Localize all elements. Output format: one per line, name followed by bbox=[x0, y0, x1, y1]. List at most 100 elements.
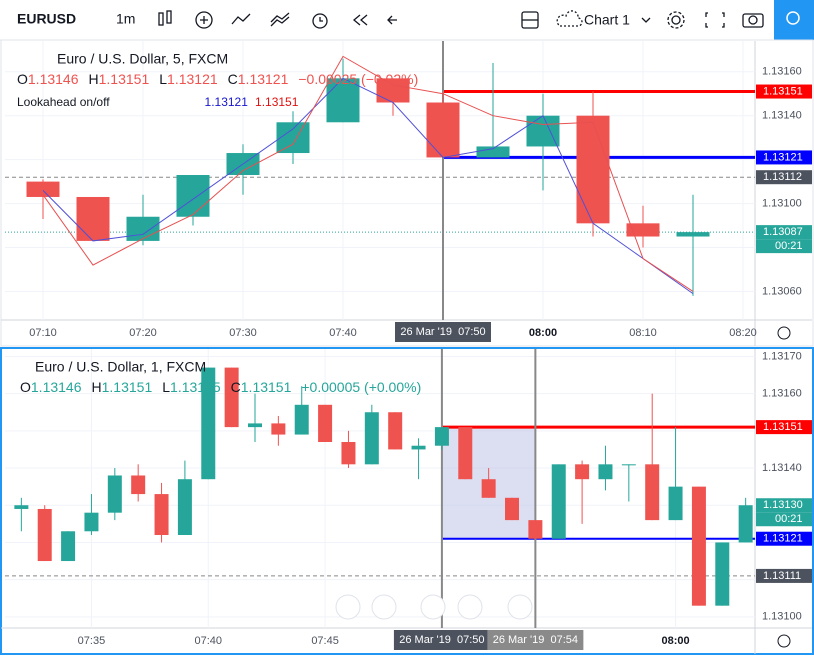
ohlc-value: 1.13121 bbox=[238, 71, 289, 87]
nav-button[interactable] bbox=[457, 594, 483, 620]
time-badge bbox=[393, 630, 490, 650]
indicator-line bbox=[42, 77, 694, 295]
x-tick-label: 07:40 bbox=[329, 327, 357, 339]
indicator-name: Lookahead on/off bbox=[17, 95, 110, 109]
candle-body bbox=[271, 423, 286, 435]
candle-body bbox=[575, 464, 590, 480]
candle-body bbox=[715, 542, 730, 606]
ohlc-key: H bbox=[92, 379, 102, 395]
nav-button[interactable] bbox=[335, 594, 361, 620]
candle-body bbox=[668, 486, 683, 521]
candle-body bbox=[76, 196, 110, 241]
candle-body bbox=[426, 102, 460, 158]
candle-body bbox=[326, 78, 360, 123]
candle-body bbox=[201, 367, 216, 480]
candle-body bbox=[388, 412, 403, 450]
price-badge-label: 1.13087 bbox=[763, 226, 803, 238]
candle-body bbox=[176, 175, 210, 217]
candle-body bbox=[738, 505, 753, 543]
candle-body bbox=[458, 427, 473, 480]
candle-body bbox=[224, 367, 239, 428]
idea-icon bbox=[786, 11, 800, 25]
price-badge-label: 1.13112 bbox=[763, 171, 802, 183]
candle-body bbox=[481, 479, 496, 498]
x-tick-label: 07:45 bbox=[311, 635, 339, 647]
series-title: Euro / U.S. Dollar, 5, FXCM bbox=[57, 51, 228, 67]
nav-button[interactable] bbox=[507, 594, 533, 620]
y-tick-label: 1.13100 bbox=[762, 197, 802, 209]
x-tick-label: 08:00 bbox=[661, 635, 689, 647]
candle-body bbox=[61, 531, 76, 562]
price-badge bbox=[756, 170, 812, 185]
countdown-badge bbox=[756, 512, 812, 527]
price-badge bbox=[756, 150, 812, 165]
candle-body bbox=[276, 122, 310, 154]
ohlc-legend: O1.13146 H1.13151 L1.13145 C1.13151 +0.00005… bbox=[20, 379, 421, 395]
candle-body bbox=[131, 475, 146, 495]
countdown-badge bbox=[756, 239, 812, 254]
toolbar bbox=[0, 0, 814, 40]
candle-body bbox=[576, 115, 610, 224]
price-badge-label: 1.13121 bbox=[763, 533, 803, 545]
price-badge-label: 1.13121 bbox=[763, 151, 803, 163]
nav-button[interactable] bbox=[420, 594, 446, 620]
ohlc-key: H bbox=[89, 71, 99, 87]
ohlc-key: O bbox=[17, 71, 28, 87]
price-badge-label: 1.13111 bbox=[763, 570, 801, 582]
x-tick-label: 08:20 bbox=[729, 327, 757, 339]
candle-body bbox=[626, 223, 660, 237]
candle-body bbox=[691, 486, 706, 606]
candle-body bbox=[84, 512, 99, 532]
indicator-line bbox=[42, 55, 694, 292]
y-tick-label: 1.13160 bbox=[762, 388, 802, 400]
idea-button[interactable] bbox=[774, 0, 814, 40]
ohlc-value: 1.13151 bbox=[241, 379, 292, 395]
y-tick-label: 1.13170 bbox=[762, 350, 802, 362]
series-title: Euro / U.S. Dollar, 1, FXCM bbox=[35, 359, 206, 375]
ohlc-key: L bbox=[159, 71, 167, 87]
ohlc-key: C bbox=[228, 71, 238, 87]
ohlc-value: 1.13121 bbox=[167, 71, 218, 87]
change: +0.00005 (+0.00%) bbox=[301, 379, 421, 395]
candle-body bbox=[294, 404, 309, 435]
candle-body bbox=[14, 505, 29, 509]
symbol[interactable]: EURUSD bbox=[17, 11, 76, 27]
y-tick-label: 1.13140 bbox=[762, 110, 802, 122]
candle-body bbox=[37, 508, 52, 562]
candle-body bbox=[248, 423, 262, 428]
price-badge bbox=[756, 420, 812, 435]
ohlc-value: 1.13151 bbox=[102, 379, 153, 395]
price-badge-label: 1.13130 bbox=[763, 499, 803, 511]
candle-body bbox=[476, 146, 510, 158]
nav-button[interactable] bbox=[371, 594, 397, 620]
candle-body bbox=[528, 520, 543, 539]
interval[interactable]: 1m bbox=[116, 11, 135, 27]
price-badge bbox=[756, 568, 812, 583]
layout-name[interactable]: Chart 1 bbox=[584, 12, 630, 28]
indicator-value: 1.13121 bbox=[205, 95, 249, 109]
indicator-value: 1.13151 bbox=[255, 95, 299, 109]
candle-body bbox=[126, 216, 160, 241]
ohlc-key: C bbox=[231, 379, 241, 395]
time-badge-label: 26 Mar '19 07:54 bbox=[493, 634, 578, 646]
toolbar-icons[interactable] bbox=[158, 10, 764, 29]
price-badge-label: 1.13151 bbox=[763, 421, 803, 433]
x-tick-label: 07:20 bbox=[129, 327, 157, 339]
price-badge-label: 1.13151 bbox=[763, 85, 803, 97]
ohlc-key: L bbox=[162, 379, 170, 395]
y-tick-label: 1.13160 bbox=[762, 66, 802, 78]
price-badge bbox=[756, 498, 812, 513]
candle-body bbox=[434, 427, 449, 446]
time-badge bbox=[487, 630, 584, 650]
ohlc-key: O bbox=[20, 379, 31, 395]
ohlc-value: 1.13146 bbox=[31, 379, 82, 395]
candle-body bbox=[177, 479, 192, 535]
candle-body bbox=[526, 115, 560, 147]
candle-body bbox=[551, 464, 566, 539]
y-tick-label: 1.13140 bbox=[762, 462, 802, 474]
x-tick-label: 07:10 bbox=[29, 327, 57, 339]
indicator-legend: Lookahead on/off 1.13121 1.13151 bbox=[17, 95, 299, 109]
candle-body bbox=[505, 497, 520, 521]
